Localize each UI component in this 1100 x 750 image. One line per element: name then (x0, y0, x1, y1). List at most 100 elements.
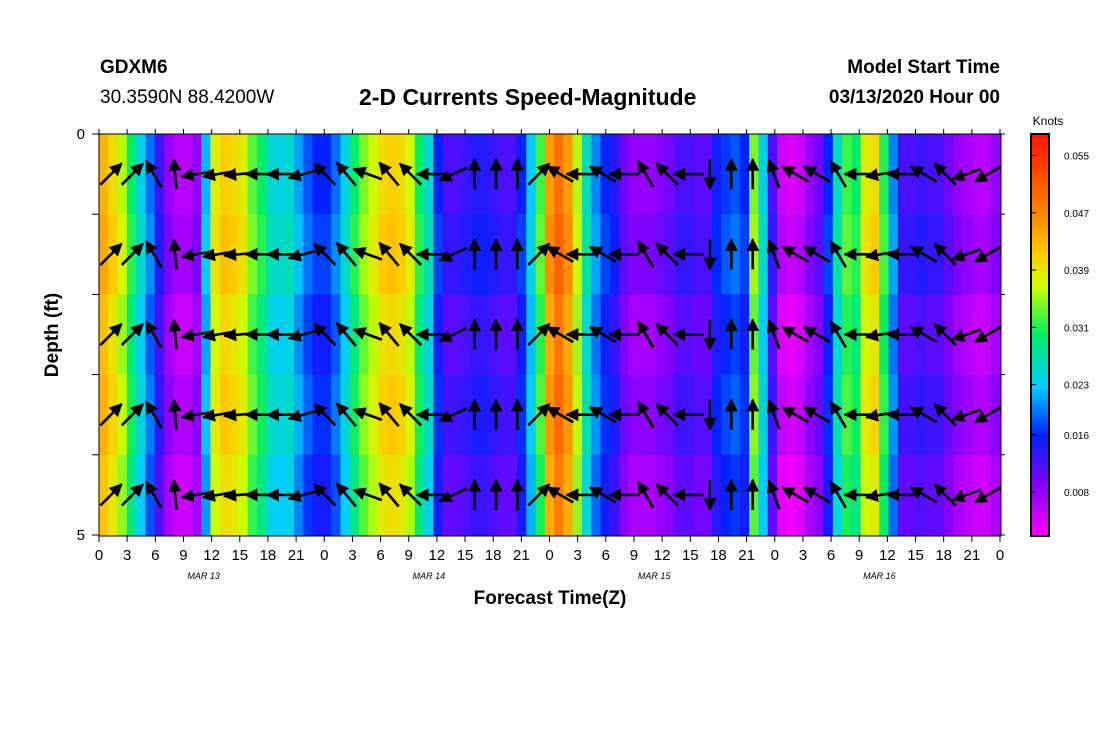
heatmap-cell (154, 374, 165, 456)
heatmap-cell (303, 294, 314, 376)
current-vector-arrow (973, 325, 1002, 344)
current-vector-arrow (398, 403, 423, 427)
heatmap-cell (154, 134, 165, 215)
current-vector-arrow (829, 480, 847, 509)
heatmap-cell (721, 294, 732, 376)
heatmap-cell (544, 134, 555, 215)
current-vector-arrow (781, 245, 810, 263)
heatmap-cell (934, 454, 945, 536)
heatmap-cell (173, 454, 184, 536)
current-vector-arrow (973, 245, 1002, 263)
heatmap-cell (303, 374, 314, 456)
x-tick-label: 15 (457, 547, 474, 564)
x-tick-label: 3 (348, 547, 356, 564)
heatmap-cell (507, 374, 518, 456)
current-vector-arrow (766, 399, 781, 430)
heatmap-cell (479, 134, 490, 215)
heatmap-cell (804, 214, 815, 295)
x-tick-label: 0 (771, 547, 779, 564)
heatmap-cell (944, 374, 955, 456)
current-vector-arrow (909, 165, 938, 183)
heatmap-cell (461, 294, 472, 376)
heatmap-cell (303, 134, 314, 215)
heatmap-cell (349, 374, 360, 456)
heatmap-cell (461, 214, 472, 295)
x-tick-label: 6 (376, 547, 384, 564)
heatmap-cell (377, 374, 388, 456)
heatmap-cell (925, 134, 936, 215)
heatmap-cell (544, 294, 555, 376)
current-vector-arrow (766, 238, 781, 269)
current-vector-arrow (378, 241, 400, 267)
current-vector-arrow (120, 403, 144, 427)
heatmap-cell (526, 374, 537, 456)
heatmap-cell (665, 454, 676, 536)
heatmap-cell (526, 134, 537, 215)
heatmap-cell (647, 134, 657, 215)
current-vector-arrow (398, 322, 423, 347)
current-vector-arrow (120, 162, 144, 186)
day-label: MAR 16 (863, 571, 896, 581)
current-vector-arrow (637, 159, 655, 188)
current-vector-arrow (168, 318, 182, 350)
heatmap-cell (349, 134, 360, 215)
heatmap-cell (777, 454, 787, 536)
heatmap-cell (758, 214, 769, 295)
heatmap-cell (516, 214, 527, 295)
heatmap-cell (516, 454, 527, 536)
heatmap-cell (173, 134, 184, 215)
heatmap-cell (804, 374, 815, 456)
current-vector-arrow (829, 400, 847, 429)
heatmap-cell (665, 374, 676, 456)
heatmap-cell (507, 454, 518, 536)
heatmap-cell (489, 294, 500, 376)
current-vector-arrow (145, 400, 163, 429)
heatmap-cell (721, 214, 732, 295)
heatmap-cell (721, 374, 732, 456)
heatmap-cell (972, 134, 983, 215)
y-axis-label: Depth (ft) (42, 293, 63, 377)
heatmap-cell (804, 294, 815, 376)
heatmap-cell (544, 214, 555, 295)
heatmap-cell (665, 294, 676, 376)
heatmap-cell (777, 374, 787, 456)
heatmap-cell (173, 294, 184, 376)
x-tick-label: 0 (95, 547, 103, 564)
heatmap-cell (823, 374, 834, 456)
x-tick-label: 21 (738, 547, 755, 564)
heatmap-cell (349, 294, 360, 376)
x-tick-label: 0 (545, 547, 553, 564)
heatmap-cell (647, 294, 657, 376)
heatmap-cell (972, 374, 983, 456)
heatmap-cell (823, 134, 834, 215)
heatmap-cell (136, 454, 147, 536)
current-vector-arrow (120, 242, 144, 266)
heatmap-cell (377, 214, 388, 295)
heatmap-cell (164, 454, 174, 536)
heatmap-cell (944, 214, 955, 295)
heatmap-cell (990, 214, 1001, 295)
current-vector-arrow (313, 242, 337, 266)
heatmap-cell (489, 454, 500, 536)
heatmap-cell (368, 134, 379, 215)
current-vector-arrow (802, 406, 831, 424)
x-tick-label: 0 (996, 547, 1004, 564)
heatmap-cell (99, 374, 109, 456)
heatmap-cell (544, 374, 555, 456)
heatmap-cell (721, 454, 732, 536)
heatmap-cell (164, 134, 174, 215)
current-vector-arrow (378, 161, 400, 187)
heatmap-cell (795, 294, 806, 376)
current-vectors (99, 157, 1002, 512)
x-axis: 0 3 6 9 12 15 18 21 0 3 6 9 12 15 18 21 0 3 6 9 12 15 18 21 0 3 6 9… (95, 129, 1004, 581)
x-tick-label: 9 (630, 547, 638, 564)
heatmap-cell (312, 294, 323, 376)
x-tick-label: 9 (179, 547, 187, 564)
heatmap-cell (656, 134, 667, 215)
heatmap-cell (507, 214, 518, 295)
current-vector-arrow (313, 403, 337, 427)
current-vector-arrow (335, 482, 357, 508)
current-vector-arrow (99, 403, 123, 427)
current-vector-arrow (802, 245, 831, 263)
heatmap-cell (331, 454, 342, 536)
